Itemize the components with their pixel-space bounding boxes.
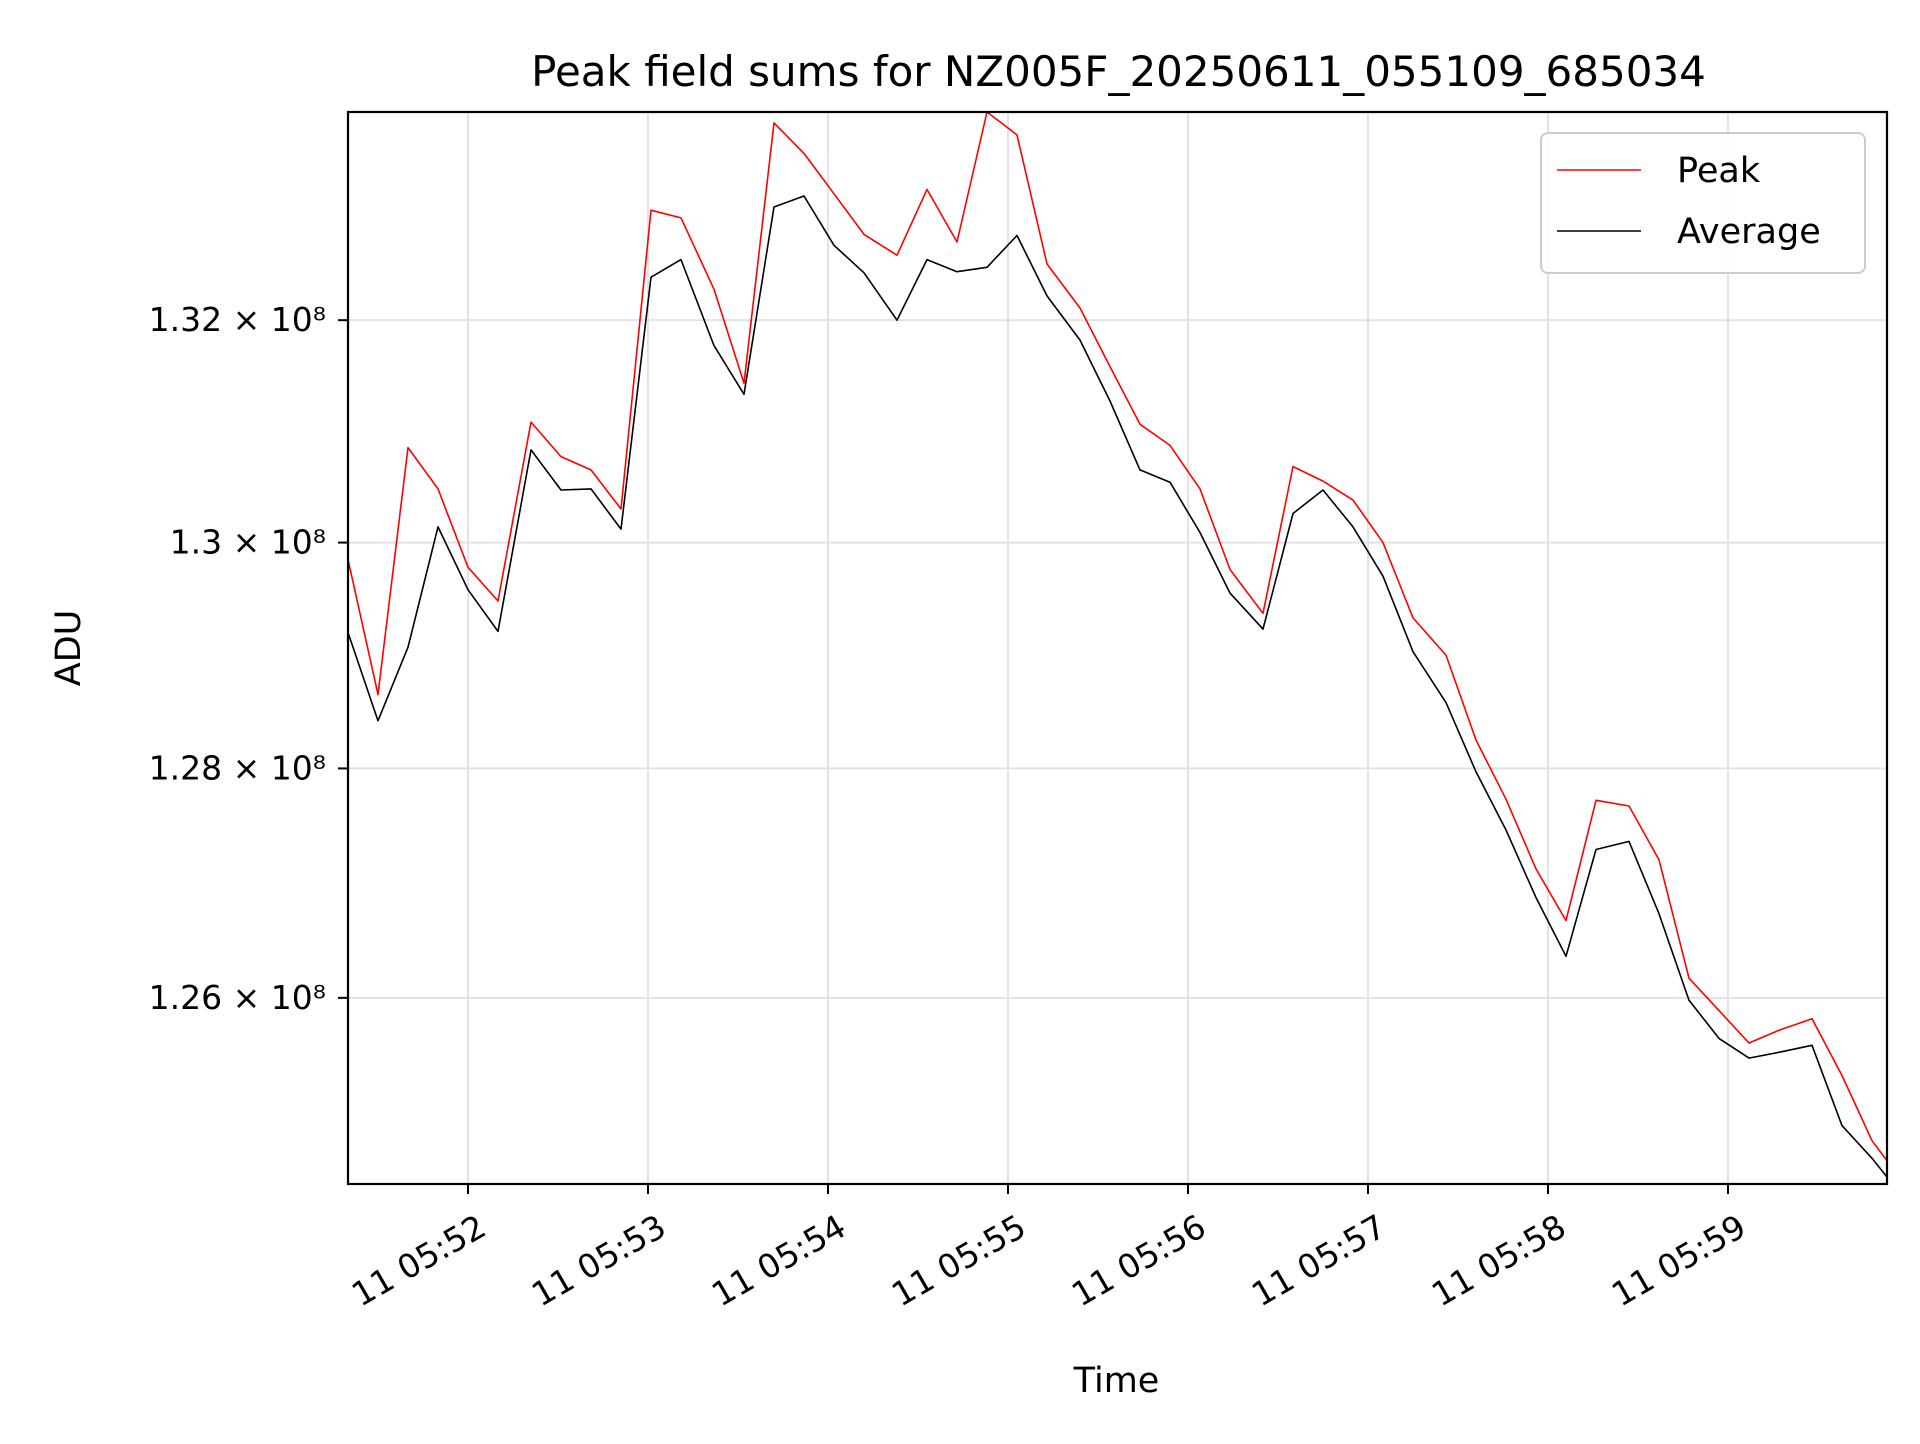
grid <box>348 112 1887 1184</box>
plot-frame <box>346 110 1889 1186</box>
legend-box <box>1540 132 1866 274</box>
y-tick-label: 1.3 × 10⁸ <box>170 523 326 562</box>
series-lines <box>347 111 1888 1178</box>
y-axis-label: ADU <box>49 610 89 687</box>
legend: Peak Average <box>1540 132 1866 274</box>
series-line-peak <box>347 111 1888 1162</box>
y-tick-label: 1.26 × 10⁸ <box>149 978 326 1017</box>
legend-label-average: Average <box>1677 212 1821 252</box>
series-line-average <box>347 195 1888 1178</box>
y-tick-label: 1.32 × 10⁸ <box>149 300 326 339</box>
x-axis-label: Time <box>1073 1361 1160 1401</box>
chart-title: Peak field sums for NZ005F_20250611_0551… <box>531 47 1706 96</box>
y-tick-label: 1.28 × 10⁸ <box>149 748 326 787</box>
legend-label-peak: Peak <box>1677 151 1761 191</box>
